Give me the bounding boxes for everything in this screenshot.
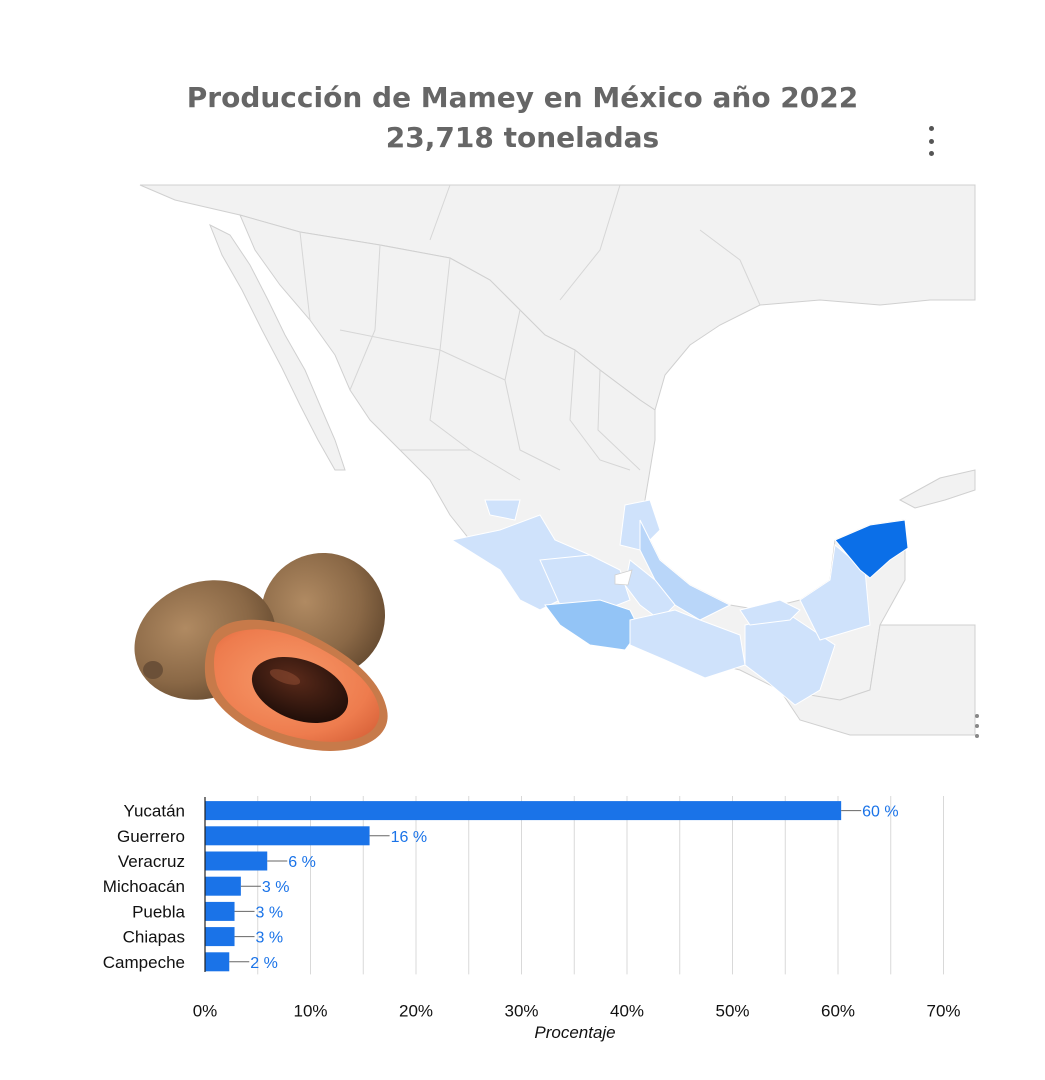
x-tick-label: 30% bbox=[504, 1001, 538, 1020]
map-region-baja bbox=[209, 223, 346, 471]
x-tick-label: 40% bbox=[610, 1001, 644, 1020]
bar-veracruz bbox=[205, 851, 268, 871]
category-label: Guerrero bbox=[117, 827, 185, 846]
category-label: Yucatán bbox=[124, 802, 185, 821]
mamey-fruit-half bbox=[204, 619, 388, 751]
map-base-land bbox=[139, 184, 976, 736]
data-label: 16 % bbox=[391, 829, 427, 846]
x-axis-title: Procentaje bbox=[534, 1023, 615, 1042]
x-tick-label: 10% bbox=[293, 1001, 327, 1020]
category-label: Michoacán bbox=[103, 877, 185, 896]
chart-grid bbox=[257, 796, 944, 975]
x-tick-label: 60% bbox=[821, 1001, 855, 1020]
data-label: 3 % bbox=[262, 879, 290, 896]
data-label: 6 % bbox=[288, 854, 316, 871]
bar-yucatán bbox=[205, 801, 842, 821]
chart-title: Producción de Mamey en México año 2022 2… bbox=[0, 78, 1045, 158]
map-state-yucatan bbox=[834, 519, 909, 579]
category-label: Chiapas bbox=[123, 928, 185, 947]
category-label: Puebla bbox=[132, 902, 185, 921]
map-state-chiapas bbox=[744, 614, 836, 706]
map-region-central-america bbox=[778, 624, 976, 736]
mamey-fruit-image bbox=[134, 553, 388, 751]
map-lake bbox=[614, 569, 633, 586]
bar-chart: 60 % 16 % 6 % 3 % 3 % 3 % 2 % Yucatán Guerrero V… bbox=[103, 796, 961, 1042]
more-vert-icon[interactable] bbox=[973, 714, 981, 738]
data-label: 3 % bbox=[256, 930, 284, 947]
chart-x-ticks: 0% 10% 20% 30% 40% 50% 60% 70% bbox=[193, 1001, 961, 1020]
chart-category-labels: Yucatán Guerrero Veracruz Michoacán Puebla Ch… bbox=[103, 802, 186, 972]
x-tick-label: 0% bbox=[193, 1001, 218, 1020]
data-label: 60 % bbox=[862, 804, 898, 821]
map-region-cuba bbox=[898, 469, 976, 509]
x-tick-label: 70% bbox=[926, 1001, 960, 1020]
bar-guerrero bbox=[205, 826, 370, 846]
bar-michoacán bbox=[205, 876, 241, 896]
map-state-nayarit-region bbox=[484, 499, 521, 521]
map-state-tabasco bbox=[739, 599, 801, 626]
more-vert-icon[interactable] bbox=[927, 126, 935, 156]
data-label: 3 % bbox=[256, 904, 284, 921]
x-tick-label: 20% bbox=[399, 1001, 433, 1020]
map-highlighted-states bbox=[450, 499, 909, 706]
bar-chiapas bbox=[205, 927, 235, 947]
title-line-2: 23,718 toneladas bbox=[385, 121, 660, 154]
category-label: Campeche bbox=[103, 953, 185, 972]
mexico-map bbox=[139, 184, 976, 736]
map-state-lines bbox=[299, 184, 761, 481]
category-label: Veracruz bbox=[118, 852, 185, 871]
data-label: 2 % bbox=[250, 955, 278, 972]
chart-data-labels: 60 % 16 % 6 % 3 % 3 % 3 % 2 % bbox=[229, 804, 899, 972]
bar-campeche bbox=[205, 952, 230, 972]
chart-bars bbox=[205, 801, 842, 972]
title-line-1: Producción de Mamey en México año 2022 bbox=[186, 81, 859, 114]
bar-puebla bbox=[205, 901, 235, 921]
x-tick-label: 50% bbox=[715, 1001, 749, 1020]
